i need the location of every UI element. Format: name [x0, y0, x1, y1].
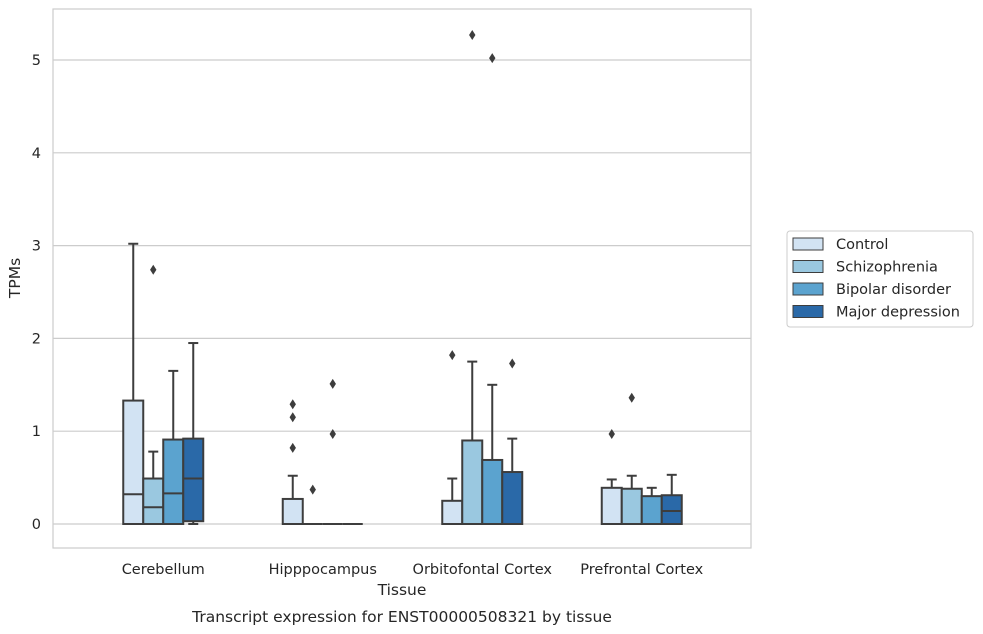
plot-area — [52, 8, 752, 549]
box-1-2 — [322, 378, 343, 525]
box-rect — [501, 471, 524, 526]
y-tick-label-0: 0 — [32, 517, 41, 533]
x-tick-label-0: Cerebellum — [122, 562, 205, 578]
legend-label-1: Schizophrenia — [836, 260, 938, 276]
outlier-point — [150, 264, 157, 275]
outlier-point — [289, 412, 296, 423]
legend-swatch-1 — [792, 260, 824, 273]
outlier-point — [309, 484, 316, 495]
x-tick-label-3: Prefrontal Cortex — [580, 562, 703, 578]
legend-label-2: Bipolar disorder — [836, 282, 951, 298]
chart-caption: Transcript expression for ENST0000050832… — [191, 608, 612, 626]
legend-frame — [786, 230, 974, 328]
box-rect — [481, 458, 504, 525]
y-tick-label-1: 1 — [32, 424, 41, 440]
y-tick-label-4: 4 — [32, 146, 41, 162]
box-rect — [122, 399, 145, 525]
outlier-point — [489, 53, 496, 64]
legend-label-3: Major depression — [836, 305, 960, 321]
y-tick-label-2: 2 — [32, 331, 41, 347]
box-3-3 — [660, 473, 683, 525]
x-tick-label-1: Hipppocampus — [269, 562, 377, 578]
outlier-point — [289, 399, 296, 410]
box-rect — [281, 497, 304, 525]
box-rect — [660, 494, 683, 525]
outlier-point — [449, 350, 456, 361]
box-rect — [640, 495, 663, 526]
y-axis-label: TPMs — [6, 258, 24, 299]
outlier-point — [329, 378, 336, 389]
outlier-point — [628, 392, 635, 403]
outlier-point — [469, 29, 476, 40]
y-tick-labels: 0 1 2 3 4 5 — [32, 53, 41, 533]
box-1-0 — [281, 399, 304, 525]
box-0-3 — [182, 342, 205, 525]
outlier-point — [509, 358, 516, 369]
y-tick-label-5: 5 — [32, 53, 41, 69]
outlier-point — [608, 428, 615, 439]
box-0-0 — [122, 242, 145, 525]
x-tick-labels: Cerebellum Hipppocampus Orbitofontal Corte… — [122, 562, 704, 578]
legend-label-0: Control — [836, 237, 888, 253]
box-3-1 — [620, 392, 643, 525]
box-rect — [461, 439, 484, 526]
box-1-1 — [302, 484, 323, 525]
box-2-1 — [461, 29, 484, 526]
outlier-point — [329, 428, 336, 439]
legend-swatch-3 — [792, 305, 824, 318]
box-2-0 — [441, 350, 464, 525]
box-rect — [441, 499, 464, 525]
legend-swatch-2 — [792, 282, 824, 296]
box-rect — [620, 487, 643, 525]
boxes — [122, 29, 683, 526]
x-axis-label: Tissue — [377, 581, 427, 599]
box-rect — [162, 438, 185, 525]
box-0-1 — [142, 264, 165, 526]
x-tick-label-2: Orbitofontal Cortex — [413, 562, 553, 578]
box-rect — [182, 437, 205, 523]
box-rect — [142, 477, 165, 526]
y-tick-label-3: 3 — [32, 239, 41, 255]
outlier-point — [289, 442, 296, 453]
box-2-3 — [501, 358, 524, 526]
box-rect — [600, 486, 623, 526]
legend: Control Schizophrenia Bipolar disorder Majo… — [786, 230, 974, 328]
legend-swatch-0 — [792, 237, 824, 251]
